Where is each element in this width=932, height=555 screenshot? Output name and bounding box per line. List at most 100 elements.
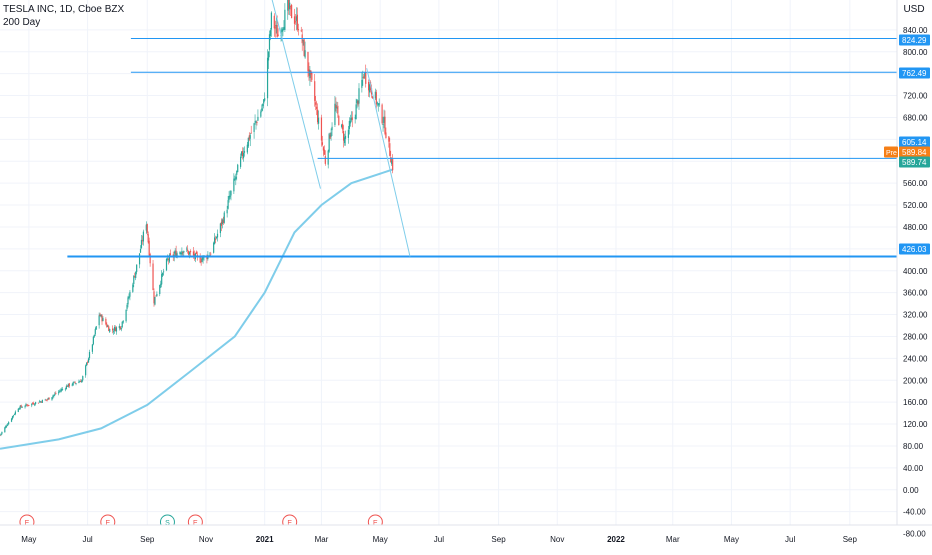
- candle[interactable]: [121, 321, 123, 329]
- candle[interactable]: [136, 264, 138, 275]
- candle[interactable]: [65, 384, 68, 390]
- candle[interactable]: [374, 88, 376, 101]
- candle[interactable]: [187, 245, 189, 254]
- candle[interactable]: [222, 216, 224, 226]
- candle[interactable]: [14, 410, 16, 416]
- candle[interactable]: [253, 122, 255, 139]
- candle[interactable]: [223, 210, 225, 224]
- candle[interactable]: [392, 154, 394, 174]
- price-badge[interactable]: 426.03: [899, 243, 930, 255]
- candle[interactable]: [159, 284, 161, 297]
- candle[interactable]: [112, 325, 114, 334]
- candle[interactable]: [94, 327, 96, 336]
- candle[interactable]: [347, 126, 350, 144]
- candle[interactable]: [267, 50, 270, 69]
- candle[interactable]: [126, 303, 128, 311]
- candle[interactable]: [186, 246, 188, 252]
- candle[interactable]: [289, 0, 291, 16]
- candle[interactable]: [288, 0, 290, 15]
- candle[interactable]: [376, 101, 378, 107]
- candle[interactable]: [243, 146, 246, 157]
- candle[interactable]: [368, 82, 371, 98]
- candle[interactable]: [375, 89, 377, 110]
- candle[interactable]: [45, 399, 47, 402]
- candle[interactable]: [263, 99, 265, 109]
- candle[interactable]: [105, 317, 107, 326]
- candle[interactable]: [268, 30, 271, 58]
- candle[interactable]: [221, 218, 223, 229]
- candle[interactable]: [125, 309, 127, 323]
- candle[interactable]: [304, 41, 306, 59]
- candle[interactable]: [321, 135, 324, 147]
- indicator-legend[interactable]: 200 Day: [3, 17, 40, 28]
- candle[interactable]: [59, 389, 61, 393]
- candle[interactable]: [169, 249, 171, 257]
- candle[interactable]: [46, 398, 48, 402]
- candle[interactable]: [297, 23, 299, 36]
- chart-symbol-legend[interactable]: TESLA INC, 1D, Cboe BZX: [3, 4, 124, 15]
- candle[interactable]: [26, 404, 28, 406]
- candle[interactable]: [7, 423, 9, 426]
- candle[interactable]: [54, 391, 56, 397]
- candle[interactable]: [0, 433, 2, 437]
- candle[interactable]: [44, 398, 46, 401]
- candle[interactable]: [309, 66, 311, 86]
- candle[interactable]: [260, 109, 262, 118]
- candle[interactable]: [92, 335, 94, 346]
- candle[interactable]: [102, 316, 104, 322]
- candle[interactable]: [32, 402, 34, 405]
- candle[interactable]: [181, 247, 183, 256]
- candle[interactable]: [228, 191, 230, 203]
- candle[interactable]: [295, 7, 298, 31]
- price-badge[interactable]: 605.14: [899, 136, 930, 148]
- candle[interactable]: [215, 236, 218, 240]
- candle[interactable]: [61, 387, 64, 391]
- candle[interactable]: [220, 218, 222, 232]
- candle[interactable]: [264, 92, 266, 102]
- candle[interactable]: [261, 104, 263, 113]
- candle[interactable]: [182, 251, 184, 256]
- candle[interactable]: [188, 250, 190, 256]
- candle[interactable]: [122, 320, 124, 324]
- candle[interactable]: [165, 257, 168, 272]
- candle[interactable]: [95, 325, 97, 330]
- candle[interactable]: [5, 425, 7, 429]
- candle[interactable]: [351, 111, 353, 128]
- candle[interactable]: [33, 401, 35, 405]
- candle[interactable]: [18, 407, 20, 410]
- candle[interactable]: [72, 381, 74, 387]
- candle[interactable]: [377, 103, 379, 112]
- candle[interactable]: [106, 322, 108, 328]
- candle[interactable]: [390, 150, 392, 163]
- candle[interactable]: [388, 136, 390, 148]
- candle[interactable]: [331, 122, 333, 137]
- candle[interactable]: [85, 364, 87, 378]
- candle[interactable]: [113, 325, 116, 334]
- price-badge[interactable]: 589.74: [899, 156, 930, 168]
- candle[interactable]: [311, 71, 313, 82]
- candle[interactable]: [64, 387, 67, 392]
- candle[interactable]: [336, 101, 338, 114]
- candle[interactable]: [135, 271, 137, 281]
- candle[interactable]: [273, 13, 275, 37]
- candle[interactable]: [134, 272, 136, 278]
- candle[interactable]: [155, 295, 157, 297]
- candle[interactable]: [119, 326, 121, 330]
- candle[interactable]: [327, 149, 329, 169]
- candle[interactable]: [350, 111, 352, 123]
- candle[interactable]: [287, 0, 289, 20]
- candle[interactable]: [229, 190, 231, 200]
- candle[interactable]: [87, 357, 90, 363]
- candle[interactable]: [383, 109, 385, 129]
- candle[interactable]: [149, 252, 151, 267]
- candle[interactable]: [31, 403, 33, 408]
- candle[interactable]: [242, 147, 245, 162]
- candle[interactable]: [38, 399, 41, 403]
- candle[interactable]: [364, 71, 366, 79]
- candle[interactable]: [317, 103, 319, 125]
- candle[interactable]: [235, 173, 237, 186]
- candle[interactable]: [148, 237, 150, 257]
- candle[interactable]: [68, 382, 70, 388]
- candle[interactable]: [78, 379, 80, 384]
- candle[interactable]: [241, 147, 244, 160]
